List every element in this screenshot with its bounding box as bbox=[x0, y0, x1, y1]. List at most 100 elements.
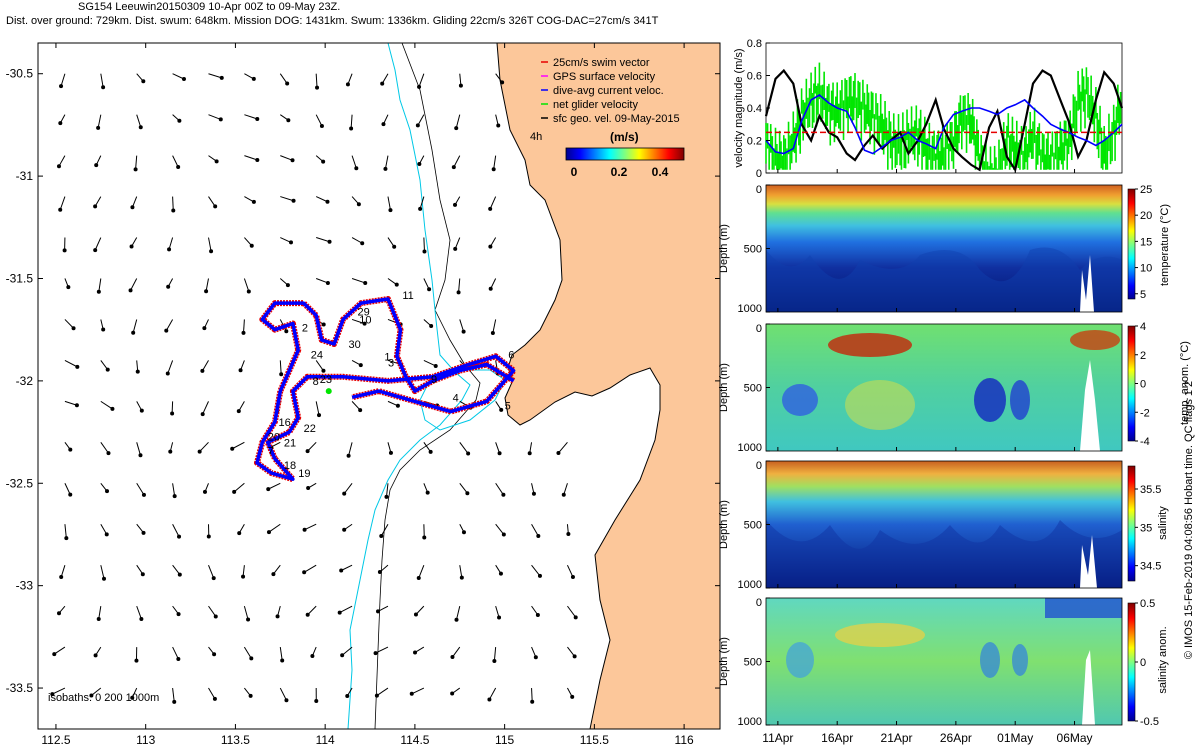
day-label-19: 18 bbox=[284, 460, 296, 472]
colorbar-tick-0: 0 bbox=[571, 165, 578, 179]
geo-vector-64 bbox=[208, 73, 224, 80]
geo-vector-208 bbox=[527, 442, 533, 456]
geo-vector-173 bbox=[413, 605, 425, 617]
geo-vector-145 bbox=[381, 114, 389, 127]
geo-vector-41 bbox=[136, 442, 143, 458]
day-label-9: 9 bbox=[431, 374, 437, 386]
geo-vector-13 bbox=[57, 605, 66, 616]
geo-vector-24 bbox=[100, 400, 115, 411]
geo-vector-140 bbox=[339, 564, 353, 573]
geo-vector-191 bbox=[450, 687, 461, 696]
geo-vector-100 bbox=[280, 237, 293, 245]
geo-vector-213 bbox=[531, 646, 538, 660]
legend-item-4: sfc geo. vel. 09-May-2015 bbox=[541, 113, 680, 125]
geo-vector-174 bbox=[413, 646, 425, 655]
geo-vector-163 bbox=[418, 196, 425, 211]
geo-vector-17 bbox=[96, 114, 102, 130]
geo-vector-76 bbox=[208, 564, 216, 581]
geo-vector-36 bbox=[129, 237, 138, 249]
geo-vector-77 bbox=[208, 605, 218, 619]
geo-vector-146 bbox=[383, 155, 389, 171]
net-velocity-marker bbox=[325, 388, 332, 395]
geo-vector-192 bbox=[495, 73, 505, 85]
geo-vector-46 bbox=[134, 647, 139, 663]
geo-vector-169 bbox=[423, 442, 433, 454]
geo-vector-26 bbox=[100, 482, 110, 494]
legend-item-0: 25cm/s swim vector bbox=[541, 57, 650, 69]
geo-vector-7 bbox=[64, 359, 80, 369]
speed-colorbar bbox=[565, 147, 685, 161]
geo-vector-190 bbox=[450, 646, 461, 660]
geo-vector-195 bbox=[488, 196, 497, 211]
isobath-1000m bbox=[347, 43, 471, 729]
day-label-8: 6 bbox=[508, 349, 514, 361]
geo-vector-94 bbox=[243, 646, 254, 661]
geo-vector-6 bbox=[64, 319, 76, 331]
geo-vector-69 bbox=[204, 278, 209, 294]
day-label-17: 21 bbox=[284, 437, 296, 449]
geo-vector-152 bbox=[387, 400, 400, 408]
geo-vector-71 bbox=[200, 360, 209, 373]
geo-vector-144 bbox=[380, 73, 389, 86]
geo-vector-89 bbox=[230, 441, 245, 451]
day-label-7: 3 bbox=[388, 358, 394, 370]
geo-vector-210 bbox=[531, 523, 541, 538]
glider-track bbox=[254, 296, 517, 483]
geo-vector-171 bbox=[422, 524, 427, 540]
geo-vector-1 bbox=[58, 114, 66, 126]
geo-vector-65 bbox=[208, 114, 223, 122]
geo-vector-126 bbox=[310, 646, 317, 658]
geo-vector-154 bbox=[384, 483, 389, 499]
geo-vector-35 bbox=[130, 196, 138, 210]
geo-vector-4 bbox=[62, 237, 67, 253]
colorbar-tick-2: 0.4 bbox=[652, 165, 669, 179]
track-dac bbox=[255, 297, 516, 481]
day-label-0: 29 bbox=[357, 306, 369, 318]
geo-vector-220 bbox=[567, 646, 577, 659]
geo-vector-107 bbox=[266, 523, 281, 535]
geo-vector-178 bbox=[451, 155, 461, 170]
geo-vector-92 bbox=[241, 565, 246, 579]
geo-vector-188 bbox=[459, 565, 464, 580]
geo-vector-8 bbox=[64, 400, 79, 408]
map-axis-ticks: 112.5 113 113.5 114 114.5 115 115.5 116-30.5-31… bbox=[6, 43, 720, 747]
geo-vector-10 bbox=[64, 483, 73, 497]
geo-vector-90 bbox=[232, 482, 245, 494]
geo-vector-131 bbox=[351, 196, 361, 207]
day-label-4: 2 bbox=[302, 323, 308, 335]
geo-vector-113 bbox=[315, 114, 324, 129]
svg-text:25cm/s swim vector: 25cm/s swim vector bbox=[553, 57, 650, 69]
geo-vector-212 bbox=[531, 605, 540, 617]
geo-vector-119 bbox=[315, 360, 326, 373]
day-label-6: 1 bbox=[384, 351, 390, 363]
geo-vector-97 bbox=[280, 114, 291, 123]
map-ytick-4: -32.5 bbox=[6, 476, 34, 490]
geo-vector-158 bbox=[373, 646, 389, 656]
geo-vector-156 bbox=[377, 564, 389, 575]
svg-text:net glider velocity: net glider velocity bbox=[553, 99, 638, 111]
colorbar-title: (m/s) bbox=[610, 130, 639, 144]
geo-vector-73 bbox=[197, 441, 209, 454]
geo-vector-161 bbox=[415, 114, 425, 128]
geo-vector-135 bbox=[351, 359, 363, 368]
map-ytick-3: -32 bbox=[16, 374, 34, 388]
geo-vector-75 bbox=[206, 524, 211, 539]
geo-vector-88 bbox=[236, 401, 245, 414]
geo-vector-79 bbox=[208, 687, 217, 701]
geo-vector-153 bbox=[387, 442, 393, 455]
legend-scale-tag: 4h bbox=[530, 131, 542, 143]
geo-vector-218 bbox=[566, 564, 575, 580]
geo-vector-216 bbox=[561, 483, 568, 497]
geo-vector-114 bbox=[315, 155, 326, 164]
geo-vector-51 bbox=[171, 196, 176, 213]
geo-vector-177 bbox=[454, 114, 461, 131]
geo-vector-33 bbox=[136, 114, 143, 130]
geo-vector-157 bbox=[376, 605, 389, 614]
geo-vector-70 bbox=[202, 319, 209, 331]
geo-vector-147 bbox=[387, 196, 393, 213]
geo-vector-43 bbox=[136, 523, 146, 535]
map-legend: 25cm/s swim vector GPS surface velocity di… bbox=[530, 57, 685, 179]
figure-header: SG154 Leeuwin20150309 10-Apr 00Z to 09-M… bbox=[0, 0, 760, 28]
geo-vector-181 bbox=[456, 278, 461, 295]
geo-vector-143 bbox=[345, 687, 353, 699]
